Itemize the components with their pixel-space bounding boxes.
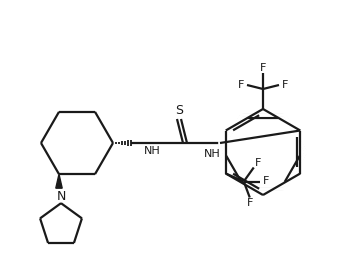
Polygon shape: [56, 174, 62, 188]
Text: F: F: [247, 198, 253, 209]
Text: N: N: [56, 190, 66, 203]
Text: F: F: [262, 176, 269, 187]
Text: F: F: [282, 80, 288, 90]
Text: F: F: [238, 80, 244, 90]
Text: S: S: [175, 104, 183, 118]
Text: F: F: [260, 63, 266, 73]
Text: NH: NH: [144, 146, 160, 156]
Text: F: F: [255, 158, 261, 169]
Text: NH: NH: [204, 149, 221, 159]
